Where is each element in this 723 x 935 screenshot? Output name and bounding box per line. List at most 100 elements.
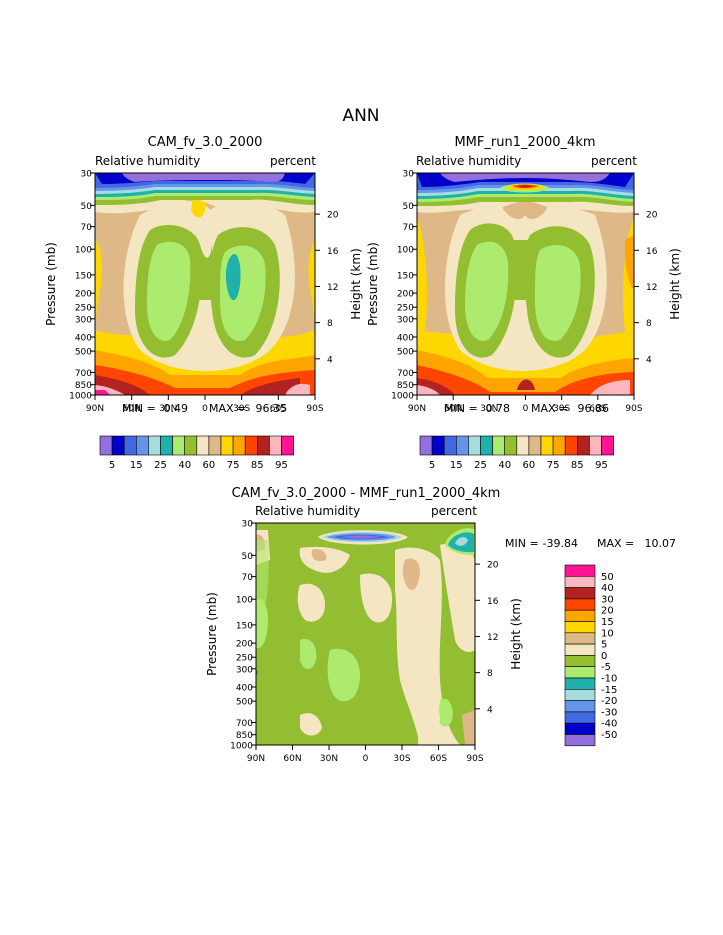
colorbar-label: -15 bbox=[601, 685, 617, 696]
y2-tick-label: 4 bbox=[327, 355, 333, 365]
colorbar-swatch bbox=[564, 722, 596, 735]
units-label: percent bbox=[431, 504, 477, 518]
y2-tick-label: 8 bbox=[487, 669, 493, 679]
x-tick-label: 30N bbox=[480, 404, 498, 414]
colorbar-swatch bbox=[480, 435, 493, 456]
colorbar-label: 15 bbox=[130, 460, 143, 471]
colorbar-label: -5 bbox=[601, 662, 611, 673]
colorbar-swatch bbox=[564, 688, 596, 701]
colorbar-label: 40 bbox=[178, 460, 191, 471]
y2-axis-label: Height (km) bbox=[509, 598, 523, 669]
min-value: 0.78 bbox=[486, 402, 511, 415]
colorbar-swatch bbox=[256, 435, 270, 456]
max-label: MAX = bbox=[209, 402, 246, 415]
y2-tick-label: 4 bbox=[646, 355, 652, 365]
y2-axis-label: Height (km) bbox=[668, 248, 682, 319]
colorbar-swatch bbox=[504, 435, 518, 456]
colorbar-label: 20 bbox=[601, 606, 614, 617]
y-tick-label: 250 bbox=[75, 304, 92, 314]
colorbar-label: -20 bbox=[601, 696, 617, 707]
y2-tick-label: 20 bbox=[487, 561, 499, 571]
max-value: 96.35 bbox=[256, 402, 288, 415]
y-tick-label: 500 bbox=[75, 348, 92, 358]
y-tick-label: 500 bbox=[397, 348, 414, 358]
colorbar-label: 75 bbox=[227, 460, 240, 471]
colorbar-label: 50 bbox=[601, 572, 614, 583]
y-tick-label: 1000 bbox=[69, 392, 92, 402]
colorbar-label: 15 bbox=[601, 617, 614, 628]
colorbar-swatch bbox=[148, 435, 161, 456]
y-axis-label: Pressure (mb) bbox=[205, 592, 219, 676]
colorbar-swatch bbox=[564, 609, 596, 622]
colorbar-label: 5 bbox=[601, 640, 607, 651]
colorbar-label: 30 bbox=[601, 594, 614, 605]
colorbar-swatch bbox=[111, 435, 125, 456]
y-tick-label: 100 bbox=[75, 246, 92, 256]
colorbar-swatch bbox=[172, 435, 186, 456]
y-tick-label: 400 bbox=[75, 333, 92, 343]
colorbar-swatch bbox=[232, 435, 246, 456]
y-tick-label: 30 bbox=[403, 170, 415, 180]
panel-title: MMF_run1_2000_4km bbox=[454, 135, 595, 150]
y-tick-label: 300 bbox=[75, 315, 92, 325]
colorbar-swatch bbox=[564, 598, 596, 611]
colorbar-swatch bbox=[516, 435, 530, 456]
colorbar-swatch bbox=[564, 621, 596, 634]
min-label: MIN = bbox=[505, 537, 539, 550]
colorbar-swatch bbox=[552, 435, 566, 456]
colorbar-swatch bbox=[564, 564, 596, 577]
min-value: 0.49 bbox=[164, 402, 189, 415]
y-tick-label: 30 bbox=[81, 170, 93, 180]
colorbar-swatch bbox=[244, 435, 258, 456]
panel-difference: CAM_fv_3.0_2000 - MMF_run1_2000_4km Rela… bbox=[205, 486, 676, 764]
y-tick-label: 200 bbox=[75, 290, 92, 300]
colorbar-swatch bbox=[136, 435, 149, 456]
colorbar-swatch bbox=[468, 435, 481, 456]
colorbar-swatch bbox=[564, 435, 578, 456]
y-tick-label: 400 bbox=[236, 683, 253, 693]
y-axis-label: Pressure (mb) bbox=[44, 242, 58, 326]
y2-tick-label: 20 bbox=[327, 211, 339, 221]
y-tick-label: 50 bbox=[81, 202, 93, 212]
y-tick-label: 200 bbox=[236, 640, 253, 650]
y2-axis-label: Height (km) bbox=[349, 248, 363, 319]
colorbar-label: 85 bbox=[571, 460, 584, 471]
colorbar-swatch bbox=[564, 655, 596, 668]
x-tick-label: 0 bbox=[523, 404, 529, 414]
variable-label: Relative humidity bbox=[95, 154, 200, 168]
colorbar-swatch bbox=[99, 435, 113, 456]
x-tick-label: 90S bbox=[625, 404, 642, 414]
y-tick-label: 100 bbox=[397, 246, 414, 256]
y-tick-label: 850 bbox=[236, 731, 253, 741]
panel-title: CAM_fv_3.0_2000 - MMF_run1_2000_4km bbox=[232, 486, 501, 501]
y-tick-label: 300 bbox=[397, 315, 414, 325]
y2-tick-label: 4 bbox=[487, 705, 493, 715]
colorbar-label: 10 bbox=[601, 628, 614, 639]
x-tick-label: 60S bbox=[270, 404, 287, 414]
units-label: percent bbox=[591, 154, 637, 168]
colorbar-label: 0 bbox=[601, 651, 607, 662]
contour-field bbox=[256, 523, 475, 745]
colorbar-swatch bbox=[564, 711, 596, 724]
colorbar-label: -50 bbox=[601, 730, 617, 741]
colorbar-label: 60 bbox=[203, 460, 216, 471]
colorbar-swatch bbox=[196, 435, 210, 456]
panel-mmf: MMF_run1_2000_4km Relative humidity perc… bbox=[366, 135, 682, 471]
y2-tick-label: 12 bbox=[487, 633, 498, 643]
x-tick-label: 60S bbox=[589, 404, 606, 414]
min-value: -39.84 bbox=[543, 537, 578, 550]
colorbar-label: 95 bbox=[275, 460, 288, 471]
y2-tick-label: 12 bbox=[646, 283, 657, 293]
page-title: ANN bbox=[342, 106, 379, 126]
y2-tick-label: 8 bbox=[646, 319, 652, 329]
y-tick-label: 250 bbox=[236, 654, 253, 664]
colorbar-swatch bbox=[564, 643, 596, 656]
y2-tick-label: 8 bbox=[327, 319, 333, 329]
x-tick-label: 90N bbox=[408, 404, 426, 414]
colorbar-label: 25 bbox=[474, 460, 487, 471]
colorbar-swatch bbox=[564, 666, 596, 679]
colorbar-label: 60 bbox=[523, 460, 536, 471]
units-label: percent bbox=[270, 154, 316, 168]
colorbar-label: -40 bbox=[601, 719, 617, 730]
colorbar-swatch bbox=[492, 435, 506, 456]
